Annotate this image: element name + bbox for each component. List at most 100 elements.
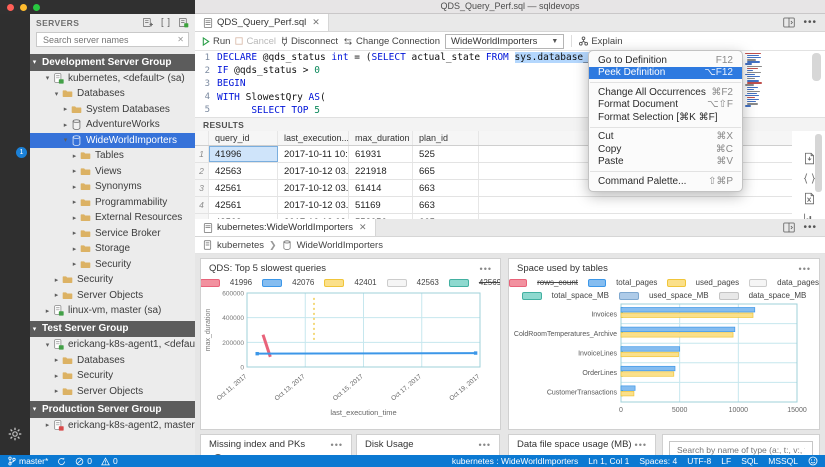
- column-header-max-duration[interactable]: max_duration: [349, 131, 413, 145]
- close-tab-icon[interactable]: ✕: [312, 17, 320, 27]
- settings-gear-icon[interactable]: [0, 419, 30, 449]
- legend-label-data-pages[interactable]: data_pages: [777, 278, 819, 287]
- legend-label-total-pages[interactable]: total_pages: [616, 278, 658, 287]
- result-cell[interactable]: 663: [413, 180, 479, 196]
- new-server-group-icon[interactable]: [160, 17, 171, 28]
- result-cell[interactable]: 2017-10-12 03: [278, 214, 349, 219]
- editor-more-actions-icon[interactable]: •••: [803, 17, 817, 28]
- tree-item-databases[interactable]: ▸ Databases: [54, 354, 125, 366]
- tree-item-server-objects[interactable]: ▸ Server Objects: [54, 385, 144, 397]
- explain-button[interactable]: Explain: [579, 36, 623, 47]
- result-cell[interactable]: 61931: [349, 146, 413, 162]
- panel-more-icon[interactable]: •••: [798, 263, 811, 274]
- menu-item-format-document[interactable]: Format Document ⌥⇧F: [598, 99, 733, 111]
- database-dropdown[interactable]: WideWorldImporters ▼: [445, 33, 565, 49]
- result-cell[interactable]: 665: [413, 163, 479, 179]
- tree-item-service-broker[interactable]: ▸ Service Broker: [72, 227, 161, 239]
- legend-label-42076[interactable]: 42076: [292, 278, 315, 287]
- save-as-csv-icon[interactable]: [803, 152, 816, 165]
- tree-item-linux-vm-master-sa[interactable]: ▸ linux-vm, master (sa): [45, 305, 162, 317]
- panel-more-icon[interactable]: •••: [478, 439, 491, 450]
- tree-item-server-objects[interactable]: ▸ Server Objects: [54, 289, 144, 301]
- row-number[interactable]: 2: [195, 163, 209, 179]
- status-lf[interactable]: LF: [721, 456, 732, 466]
- status-utf-8[interactable]: UTF-8: [687, 456, 712, 466]
- row-number[interactable]: 4: [195, 197, 209, 213]
- cancel-button[interactable]: Cancel: [235, 36, 276, 47]
- server-search-input[interactable]: [41, 33, 178, 46]
- code-line-4[interactable]: 4 WITH SlowestQry AS(: [204, 91, 326, 103]
- server-group-production-server-group[interactable]: ▾ Production Server Group: [30, 401, 195, 418]
- result-cell[interactable]: 663: [413, 197, 479, 213]
- code-line-5[interactable]: 5 SELECT TOP 5: [204, 104, 320, 116]
- tree-item-wideworldimporters[interactable]: ▾ WideWorldImporters: [30, 132, 195, 148]
- tree-item-security[interactable]: ▸ Security: [54, 370, 114, 382]
- close-tab-icon[interactable]: ✕: [359, 222, 367, 232]
- active-connections-icon[interactable]: [178, 17, 189, 28]
- editor-more-actions-icon[interactable]: •••: [803, 222, 817, 233]
- feedback-smiley-icon[interactable]: [808, 456, 818, 466]
- minimize-window-button[interactable]: [20, 4, 27, 11]
- run-button[interactable]: Run: [202, 36, 230, 47]
- result-cell[interactable]: 51169: [349, 197, 413, 213]
- menu-item-cut[interactable]: Cut ⌘X: [598, 131, 733, 143]
- tab-qds-query-perf[interactable]: QDS_Query_Perf.sql ✕: [195, 14, 329, 31]
- legend-label-42563[interactable]: 42563: [416, 278, 439, 287]
- result-cell[interactable]: 221918: [349, 163, 413, 179]
- tree-item-tables[interactable]: ▸ Tables: [72, 150, 124, 162]
- menu-item-paste[interactable]: Paste ⌘V: [598, 156, 733, 168]
- legend-label-rows-count[interactable]: rows_count: [537, 278, 578, 287]
- tree-item-views[interactable]: ▸ Views: [72, 165, 122, 177]
- panel-more-icon[interactable]: •••: [634, 439, 647, 450]
- servers-icon[interactable]: [0, 22, 30, 52]
- tab-dashboard[interactable]: kubernetes:WideWorldImporters ✕: [195, 219, 376, 236]
- result-cell[interactable]: 41996: [209, 146, 278, 162]
- legend-label-used-space-mb[interactable]: used_space_MB: [648, 291, 709, 300]
- result-cell[interactable]: 2017-10-12 03...: [278, 163, 349, 179]
- clear-search-icon[interactable]: ✕: [177, 35, 184, 44]
- status-sql[interactable]: SQL: [741, 456, 759, 466]
- status-error[interactable]: 0: [75, 456, 92, 466]
- close-window-button[interactable]: [7, 4, 14, 11]
- status-ln-1-col-1[interactable]: Ln 1, Col 1: [588, 456, 630, 466]
- column-header-plan-id[interactable]: plan_id: [413, 131, 479, 145]
- menu-item-peek-definition[interactable]: Peek Definition ⌥F12: [589, 66, 742, 79]
- server-group-test-server-group[interactable]: ▾ Test Server Group: [30, 320, 195, 337]
- legend-label-41996[interactable]: 41996: [229, 278, 253, 287]
- editor-scrollbar[interactable]: [812, 53, 821, 81]
- explorer-icon[interactable]: [0, 58, 30, 88]
- column-header-query-id[interactable]: query_id: [209, 131, 278, 145]
- history-icon[interactable]: [0, 166, 30, 196]
- status-warning[interactable]: 0: [101, 456, 118, 466]
- tree-item-erickang-k8s-agent1-default-sa[interactable]: ▾erickang-k8s-agent1, <default> (sa): [30, 337, 195, 353]
- row-number[interactable]: 1: [195, 146, 209, 162]
- result-cell[interactable]: 2017-10-11 10:...: [278, 146, 349, 162]
- tree-item-security[interactable]: ▸ Security: [54, 274, 114, 286]
- status-kubernetes-wideworldimporters[interactable]: kubernetes : WideWorldImporters: [451, 456, 579, 466]
- disconnect-button[interactable]: Disconnect: [281, 36, 338, 47]
- object-search-input[interactable]: [675, 443, 807, 456]
- result-cell[interactable]: 2017-10-12 03...: [278, 180, 349, 196]
- tree-item-external-resources[interactable]: ▸ External Resources: [72, 212, 183, 224]
- legend-label-42569[interactable]: 42569: [478, 278, 501, 287]
- result-cell[interactable]: 42561: [209, 197, 278, 213]
- tree-item-system-databases[interactable]: ▸ System Databases: [63, 103, 170, 115]
- results-scrollbar[interactable]: [815, 134, 822, 192]
- status-sync[interactable]: [57, 457, 66, 466]
- menu-item-change-all-occurrences[interactable]: Change All Occurrences ⌘F2: [598, 86, 733, 98]
- tree-item-security[interactable]: ▸ Security: [72, 258, 132, 270]
- row-number[interactable]: 3: [195, 180, 209, 196]
- minimap[interactable]: [745, 53, 765, 115]
- result-cell[interactable]: 552056: [349, 214, 413, 219]
- tree-item-storage[interactable]: ▸ Storage: [72, 243, 131, 255]
- legend-label-42401[interactable]: 42401: [354, 278, 377, 287]
- menu-item-command-palette[interactable]: Command Palette... ⇧⌘P: [598, 175, 733, 187]
- result-cell[interactable]: 525: [413, 146, 479, 162]
- status-spaces-4[interactable]: Spaces: 4: [639, 456, 678, 466]
- row-number[interactable]: 5: [195, 214, 209, 219]
- save-as-excel-icon[interactable]: [803, 192, 816, 205]
- tree-item-adventureworks[interactable]: ▸ AdventureWorks: [63, 119, 160, 131]
- code-line-2[interactable]: 2 IF @qds_status > 0: [204, 65, 320, 77]
- panel-more-icon[interactable]: •••: [479, 263, 492, 274]
- result-cell[interactable]: 42563: [209, 163, 278, 179]
